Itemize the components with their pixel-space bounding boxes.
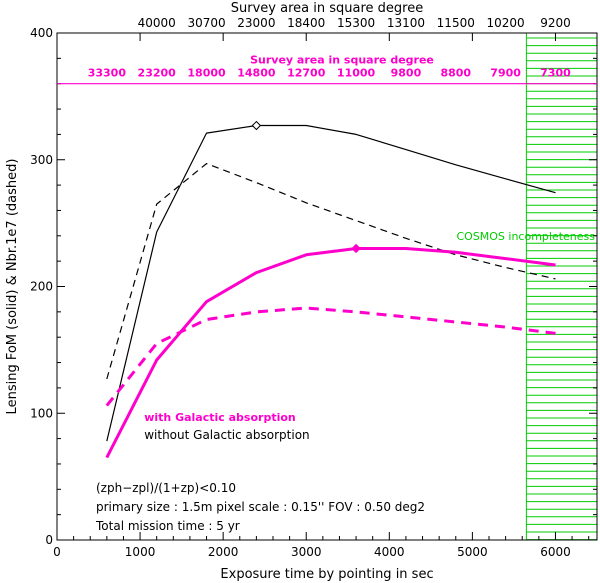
note-line: (zph−zpl)/(1+zp)<0.10 bbox=[96, 481, 236, 495]
note-line: primary size : 1.5m pixel scale : 0.15''… bbox=[96, 500, 425, 514]
inner-axis-label: 7900 bbox=[490, 67, 521, 80]
top-axis-tick-label: 10200 bbox=[487, 16, 525, 30]
y-tick-label: 200 bbox=[30, 280, 53, 294]
top-axis-tick-label: 30700 bbox=[187, 16, 225, 30]
note-line: Total mission time : 5 yr bbox=[95, 519, 240, 533]
inner-axis-label: 18000 bbox=[187, 67, 226, 80]
series-line-1 bbox=[106, 163, 556, 380]
top-axis-tick-label: 11500 bbox=[437, 16, 475, 30]
inner-axis-label: 14800 bbox=[237, 67, 276, 80]
series-marker-2 bbox=[351, 243, 361, 254]
shaded-region-label: COSMOS incompleteness bbox=[456, 230, 595, 243]
x-tick-label: 4000 bbox=[374, 545, 405, 559]
x-tick-label: 5000 bbox=[457, 545, 488, 559]
y-tick-label: 300 bbox=[30, 153, 53, 167]
x-tick-label: 1000 bbox=[125, 545, 156, 559]
inner-axis-title: Survey area in square degree bbox=[250, 54, 434, 67]
y-axis-title: Lensing FoM (solid) & Nbr.1e7 (dashed) bbox=[5, 159, 20, 415]
inner-axis-label: 9800 bbox=[391, 67, 422, 80]
top-axis-tick-label: 18400 bbox=[287, 16, 325, 30]
series-line-0 bbox=[106, 124, 556, 442]
inner-axis-label: 7300 bbox=[540, 67, 571, 80]
annotation-label: with Galactic absorption bbox=[144, 411, 296, 424]
x-tick-label: 6000 bbox=[540, 545, 571, 559]
series-line-2 bbox=[105, 247, 556, 459]
top-axis-tick-label: 40000 bbox=[138, 16, 176, 30]
x-axis-title: Exposure time by pointing in sec bbox=[220, 567, 433, 582]
top-axis-tick-label: 15300 bbox=[337, 16, 375, 30]
inner-axis-label: 33300 bbox=[88, 67, 127, 80]
inner-axis-label: 12700 bbox=[287, 67, 326, 80]
inner-axis-label: 8800 bbox=[440, 67, 471, 80]
series-marker-0 bbox=[251, 120, 262, 131]
top-axis-tick-label: 9200 bbox=[540, 16, 571, 30]
top-axis-tick-label: 13100 bbox=[387, 16, 425, 30]
x-tick-label: 0 bbox=[53, 545, 61, 559]
top-axis-tick-label: 23000 bbox=[237, 16, 275, 30]
annotation-label: without Galactic absorption bbox=[144, 428, 309, 442]
series-line-3 bbox=[105, 306, 556, 407]
x-tick-label: 2000 bbox=[208, 545, 239, 559]
x-tick-label: 3000 bbox=[291, 545, 322, 559]
plot-frame bbox=[56, 32, 598, 541]
y-tick-label: 100 bbox=[30, 406, 53, 420]
y-tick-label: 400 bbox=[30, 26, 53, 40]
top-axis-title: Survey area in square degree bbox=[231, 1, 423, 16]
inner-axis-label: 23200 bbox=[138, 67, 177, 80]
y-tick-label: 0 bbox=[45, 533, 53, 547]
inner-axis-label: 11000 bbox=[337, 67, 376, 80]
